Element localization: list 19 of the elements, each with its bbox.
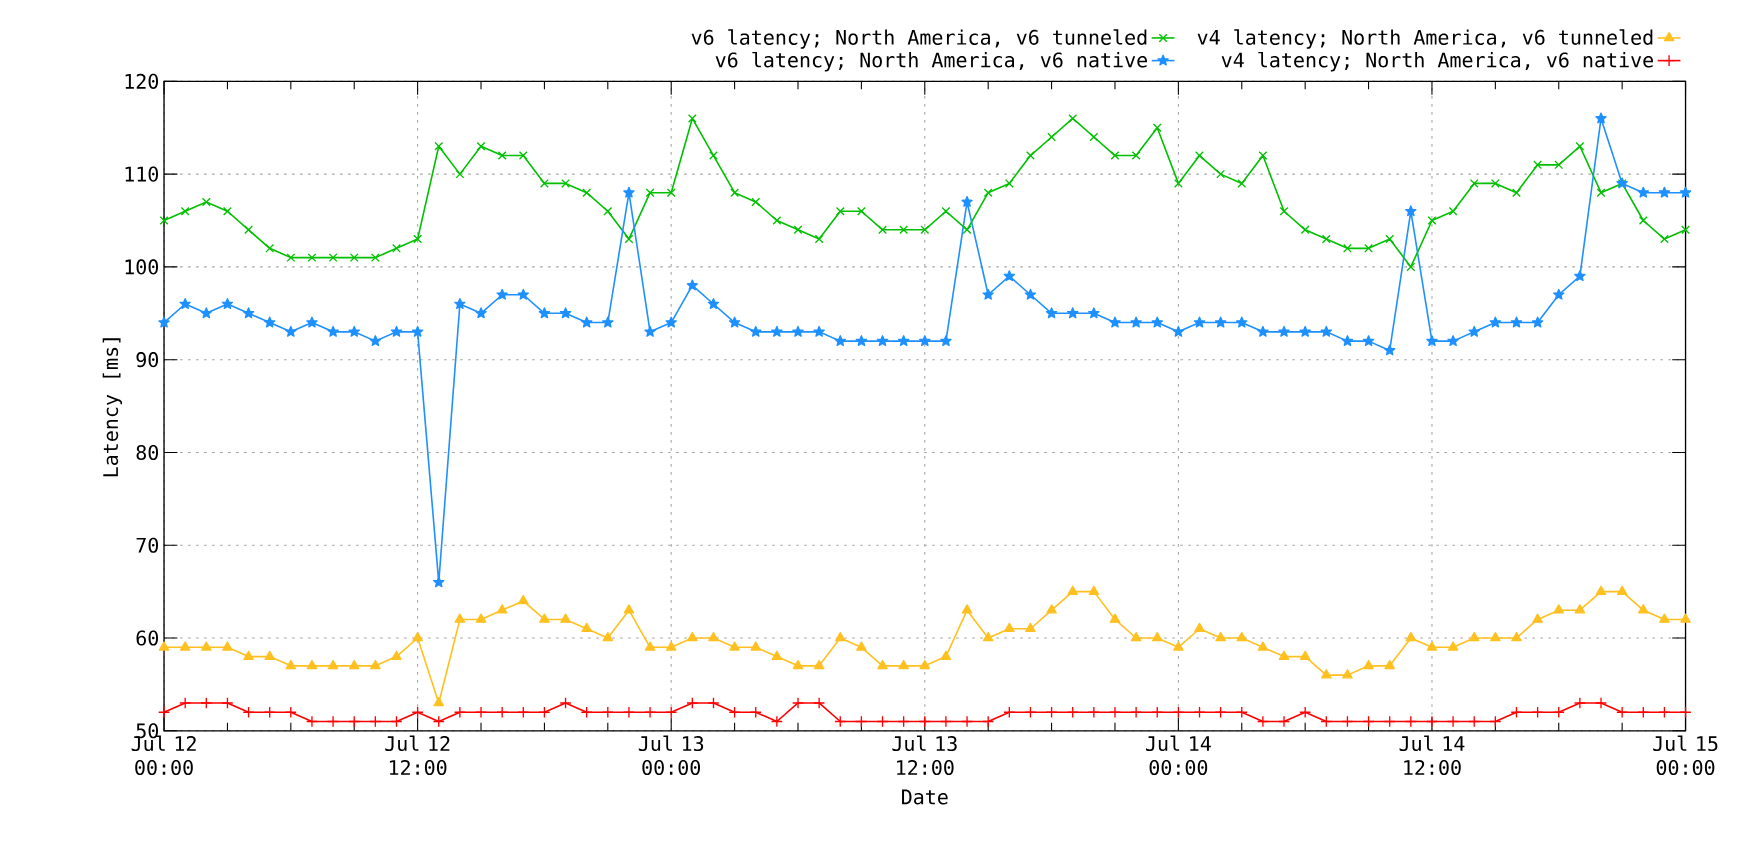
y-tick-label: 120 xyxy=(125,73,159,89)
legend-label: v6 latency; North America, v6 native xyxy=(715,51,1147,72)
legend-label: v6 latency; North America, v6 tunneled xyxy=(691,29,1147,49)
legend-label: v4 latency; North America, v6 tunneled xyxy=(1197,29,1653,49)
x-tick-label: Jul 14 00:00 xyxy=(1146,735,1211,776)
x-tick-label: Jul 14 12:00 xyxy=(1399,735,1465,776)
y-tick-label: 90 xyxy=(136,352,159,368)
x-axis-title: Date xyxy=(902,789,948,805)
y-tick-label: 60 xyxy=(136,630,159,646)
x-tick-label: Jul 12 12:00 xyxy=(385,735,450,776)
y-axis-title: Latency [ms] xyxy=(102,338,123,477)
legend-label: v4 latency; North America, v6 native xyxy=(1221,51,1653,72)
y-tick-label: 80 xyxy=(136,444,159,460)
x-tick-label: Jul 15 00:00 xyxy=(1653,735,1718,776)
y-tick-label: 100 xyxy=(125,259,159,275)
y-tick-label: 70 xyxy=(136,537,159,553)
y-tick-label: 110 xyxy=(125,166,159,182)
x-tick-label: Jul 13 00:00 xyxy=(638,735,704,776)
x-tick-label: Jul 13 12:00 xyxy=(892,735,957,776)
